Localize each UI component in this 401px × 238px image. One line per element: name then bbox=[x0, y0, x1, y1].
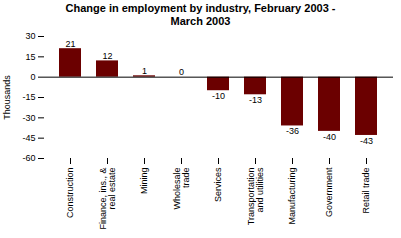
svg-text:-10: -10 bbox=[212, 91, 225, 101]
svg-text:Transportationand utilities: Transportationand utilities bbox=[246, 167, 265, 225]
svg-text:-30: -30 bbox=[22, 113, 35, 123]
svg-text:1: 1 bbox=[142, 66, 147, 76]
svg-text:Construction: Construction bbox=[65, 168, 75, 219]
svg-text:0: 0 bbox=[179, 68, 184, 78]
svg-text:12: 12 bbox=[102, 51, 112, 61]
svg-text:-43: -43 bbox=[360, 136, 373, 146]
svg-text:30: 30 bbox=[25, 32, 35, 42]
svg-text:-15: -15 bbox=[22, 93, 35, 103]
svg-text:0: 0 bbox=[30, 72, 35, 82]
svg-text:-13: -13 bbox=[249, 96, 262, 106]
svg-text:Retail trade: Retail trade bbox=[361, 168, 371, 214]
svg-text:Finance, ins., &real estate: Finance, ins., &real estate bbox=[98, 168, 117, 230]
svg-text:Mining: Mining bbox=[139, 168, 149, 195]
svg-text:-40: -40 bbox=[323, 132, 336, 142]
svg-text:21: 21 bbox=[65, 39, 75, 49]
svg-text:Manufacturing: Manufacturing bbox=[287, 168, 297, 225]
svg-text:Services: Services bbox=[213, 167, 223, 202]
svg-text:Government: Government bbox=[324, 167, 334, 217]
svg-text:Wholesaletrade: Wholesaletrade bbox=[172, 168, 191, 210]
svg-text:-45: -45 bbox=[22, 133, 35, 143]
svg-text:15: 15 bbox=[25, 52, 35, 62]
html-text:Change in employment by indust: Change in employment by industry, Februa… bbox=[65, 2, 336, 28]
svg-text:-36: -36 bbox=[286, 127, 299, 137]
svg-text:Thousands: Thousands bbox=[2, 75, 12, 120]
svg-text:-60: -60 bbox=[22, 154, 35, 164]
